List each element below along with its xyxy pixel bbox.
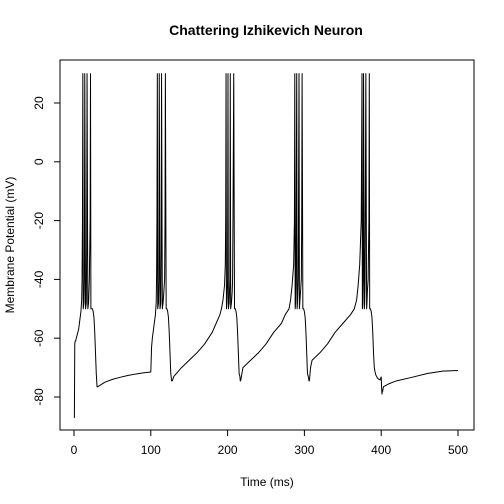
- x-tick-label: 400: [371, 443, 391, 457]
- y-axis-label: Membrane Potential (mV): [3, 177, 17, 314]
- x-tick-label: 500: [448, 443, 468, 457]
- y-tick-label: 20: [32, 96, 46, 110]
- y-tick-label: -40: [32, 270, 46, 288]
- x-axis: 0 100 200 300 400 500: [71, 430, 468, 457]
- x-tick-label: 100: [141, 443, 161, 457]
- x-tick-label: 0: [71, 443, 78, 457]
- chart-title: Chattering Izhikevich Neuron: [169, 22, 363, 38]
- series-layer: [73, 73, 459, 419]
- y-tick-label: 0: [32, 158, 46, 165]
- y-tick-label: -60: [32, 329, 46, 347]
- series-line: [73, 73, 459, 419]
- y-axis: -80 -60 -40 -20 0 20: [32, 96, 60, 406]
- y-tick-label: -80: [32, 388, 46, 406]
- x-tick-label: 200: [218, 443, 238, 457]
- plot-area: [59, 59, 475, 431]
- x-axis-label: Time (ms): [240, 475, 294, 489]
- x-tick-label: 300: [294, 443, 314, 457]
- y-tick-label: -20: [32, 212, 46, 230]
